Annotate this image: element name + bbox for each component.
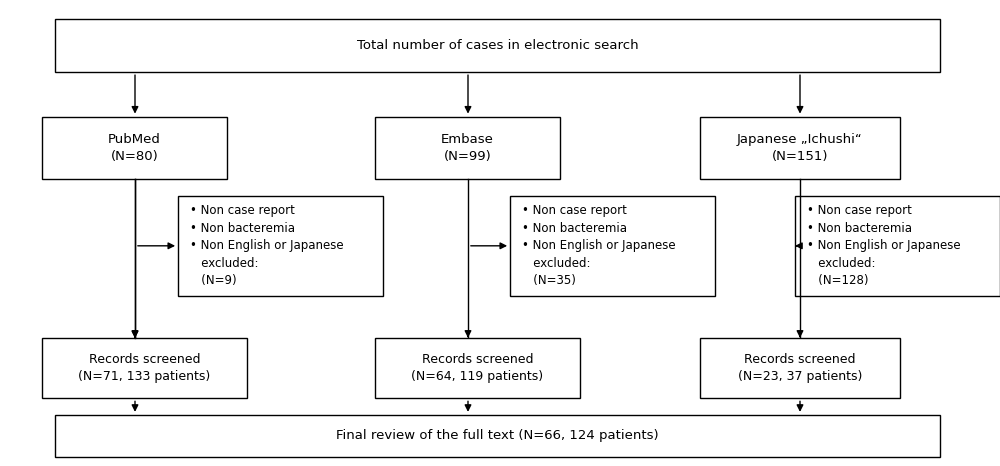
FancyBboxPatch shape <box>700 338 900 398</box>
FancyBboxPatch shape <box>795 196 1000 296</box>
FancyBboxPatch shape <box>42 116 227 179</box>
FancyBboxPatch shape <box>375 338 580 398</box>
Text: Records screened
(N=64, 119 patients): Records screened (N=64, 119 patients) <box>411 353 544 384</box>
Text: Japanese „Ichushi“
(N=151): Japanese „Ichushi“ (N=151) <box>737 133 863 163</box>
Text: Embase
(N=99): Embase (N=99) <box>441 133 494 163</box>
Text: Final review of the full text (N=66, 124 patients): Final review of the full text (N=66, 124… <box>336 429 659 442</box>
Text: • Non case report
• Non bacteremia
• Non English or Japanese
   excluded:
   (N=: • Non case report • Non bacteremia • Non… <box>807 204 961 288</box>
Text: Total number of cases in electronic search: Total number of cases in electronic sear… <box>357 39 638 52</box>
Text: • Non case report
• Non bacteremia
• Non English or Japanese
   excluded:
   (N=: • Non case report • Non bacteremia • Non… <box>522 204 676 288</box>
FancyBboxPatch shape <box>178 196 383 296</box>
Text: Records screened
(N=71, 133 patients): Records screened (N=71, 133 patients) <box>78 353 211 384</box>
FancyBboxPatch shape <box>42 338 247 398</box>
Text: PubMed
(N=80): PubMed (N=80) <box>108 133 161 163</box>
FancyBboxPatch shape <box>55 415 940 457</box>
FancyBboxPatch shape <box>700 116 900 179</box>
Text: • Non case report
• Non bacteremia
• Non English or Japanese
   excluded:
   (N=: • Non case report • Non bacteremia • Non… <box>190 204 344 288</box>
FancyBboxPatch shape <box>510 196 715 296</box>
Text: Records screened
(N=23, 37 patients): Records screened (N=23, 37 patients) <box>738 353 862 384</box>
FancyBboxPatch shape <box>375 116 560 179</box>
FancyBboxPatch shape <box>55 19 940 72</box>
